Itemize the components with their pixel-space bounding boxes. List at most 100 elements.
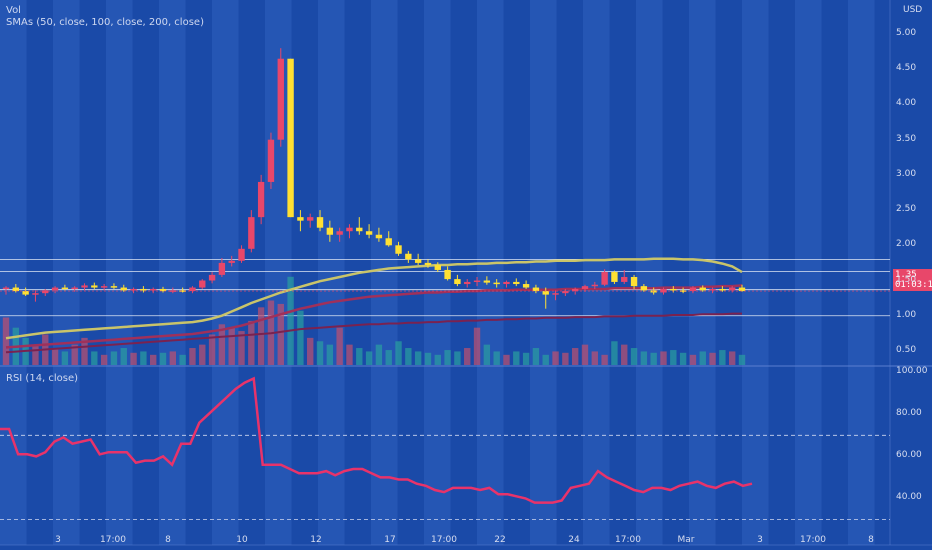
candle-body (110, 286, 118, 288)
volume-bar (277, 303, 284, 365)
price-tick-label: 5.00 (896, 28, 917, 39)
volume-bar (513, 351, 520, 365)
volume-bar (621, 344, 628, 365)
session-band (212, 0, 239, 545)
session-band (371, 0, 398, 545)
volume-bar (670, 350, 677, 365)
time-tick-label: 3 (55, 535, 61, 545)
candle-body (267, 139, 275, 182)
candle-body (218, 262, 226, 275)
volume-bar (630, 348, 638, 365)
candle-body (591, 284, 598, 287)
candle-body (621, 276, 628, 282)
volume-bar (365, 351, 373, 365)
sma-label: SMAs (50, close, 100, close, 200, close) (6, 17, 204, 28)
volume-bar (699, 351, 706, 365)
volume-bar (336, 327, 343, 365)
volume-bar (424, 352, 432, 365)
time-tick-label: 17:00 (431, 535, 457, 545)
rsi-tick-label: 40.00 (896, 492, 922, 503)
sma100-line (5, 284, 743, 349)
candle-body (581, 286, 589, 289)
session-band (636, 0, 663, 545)
candle-body (287, 58, 294, 218)
price-tick-label: 2.00 (896, 239, 917, 250)
candle-body (562, 291, 569, 294)
rsi-tick-label: 80.00 (896, 408, 922, 419)
volume-bar (611, 341, 618, 365)
volume-bar (316, 341, 324, 365)
volume-bar (218, 324, 226, 365)
candle-body (316, 217, 324, 228)
volume-bar (405, 348, 412, 365)
time-tick-label: 8 (868, 535, 874, 545)
candle-body (611, 272, 618, 282)
candle-body (473, 280, 481, 283)
candle-body (120, 287, 127, 291)
volume-bar (71, 344, 78, 365)
volume-bar (81, 337, 88, 365)
price-tick-label: 3.00 (896, 168, 917, 179)
time-tick-label: 12 (310, 535, 322, 545)
volume-bar (179, 354, 186, 365)
volume-bar (326, 344, 334, 365)
candle-body (522, 284, 530, 288)
rsi-tick-label: 100.00 (896, 366, 928, 377)
candle-body (405, 253, 412, 260)
volume-bar (679, 352, 687, 365)
volume-bar (571, 348, 579, 365)
volume-bar (208, 334, 216, 365)
time-tick-label: 24 (568, 535, 580, 545)
volume-bar (287, 276, 294, 365)
candle-body (532, 287, 540, 292)
candle-body (248, 217, 255, 249)
candle-body (728, 287, 736, 291)
price-tick-label: 1.50 (896, 274, 917, 285)
session-band (159, 0, 186, 545)
volume-bar (709, 352, 716, 365)
candle-body (434, 265, 441, 270)
volume-bar (493, 351, 500, 365)
time-tick-label: 8 (165, 535, 171, 545)
time-tick-label: 3 (757, 535, 763, 545)
candle-body (2, 287, 10, 290)
candle-body (326, 227, 334, 235)
volume-bar (257, 307, 265, 365)
volume-bar (238, 331, 245, 365)
candle-body (179, 290, 186, 292)
candle-body (552, 293, 559, 295)
volume-bar (464, 348, 471, 365)
volume-bar (738, 354, 746, 365)
candle-body (483, 280, 491, 283)
price-tick-label: 4.50 (896, 63, 917, 74)
candle-body (22, 291, 29, 295)
time-tick-label: 17:00 (800, 535, 826, 545)
volume-bar (650, 352, 657, 365)
candle-body (277, 58, 284, 140)
volume-bar (32, 344, 39, 365)
session-band (318, 0, 345, 545)
volume-bar (297, 310, 304, 365)
volume-bar (110, 351, 118, 365)
volume-bar (395, 341, 402, 365)
candle-body (444, 269, 451, 280)
candle-body (660, 288, 667, 293)
candle-body (61, 287, 69, 290)
price-tick-label: 3.50 (896, 133, 917, 144)
volume-bar (248, 320, 255, 365)
session-band (477, 0, 504, 545)
candle-body (640, 286, 648, 291)
candle-body (679, 290, 687, 292)
candle-body (709, 288, 716, 291)
candle-body (464, 281, 471, 285)
candle-body (699, 287, 706, 291)
volume-bar (61, 351, 69, 365)
volume-bar (346, 344, 353, 365)
sma50-line (5, 257, 743, 340)
volume-bar (169, 351, 177, 365)
candle-body (71, 287, 78, 290)
time-tick-label: 17:00 (615, 535, 641, 545)
volume-bar (140, 351, 147, 365)
